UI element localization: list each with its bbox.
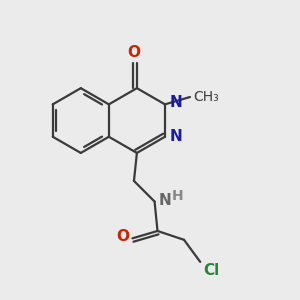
Text: N: N [169, 95, 182, 110]
Text: N: N [159, 193, 172, 208]
Text: CH₃: CH₃ [193, 90, 219, 104]
Text: N: N [169, 129, 182, 144]
Text: O: O [116, 230, 130, 244]
Text: O: O [128, 45, 140, 60]
Text: H: H [172, 189, 184, 203]
Text: Cl: Cl [203, 263, 219, 278]
